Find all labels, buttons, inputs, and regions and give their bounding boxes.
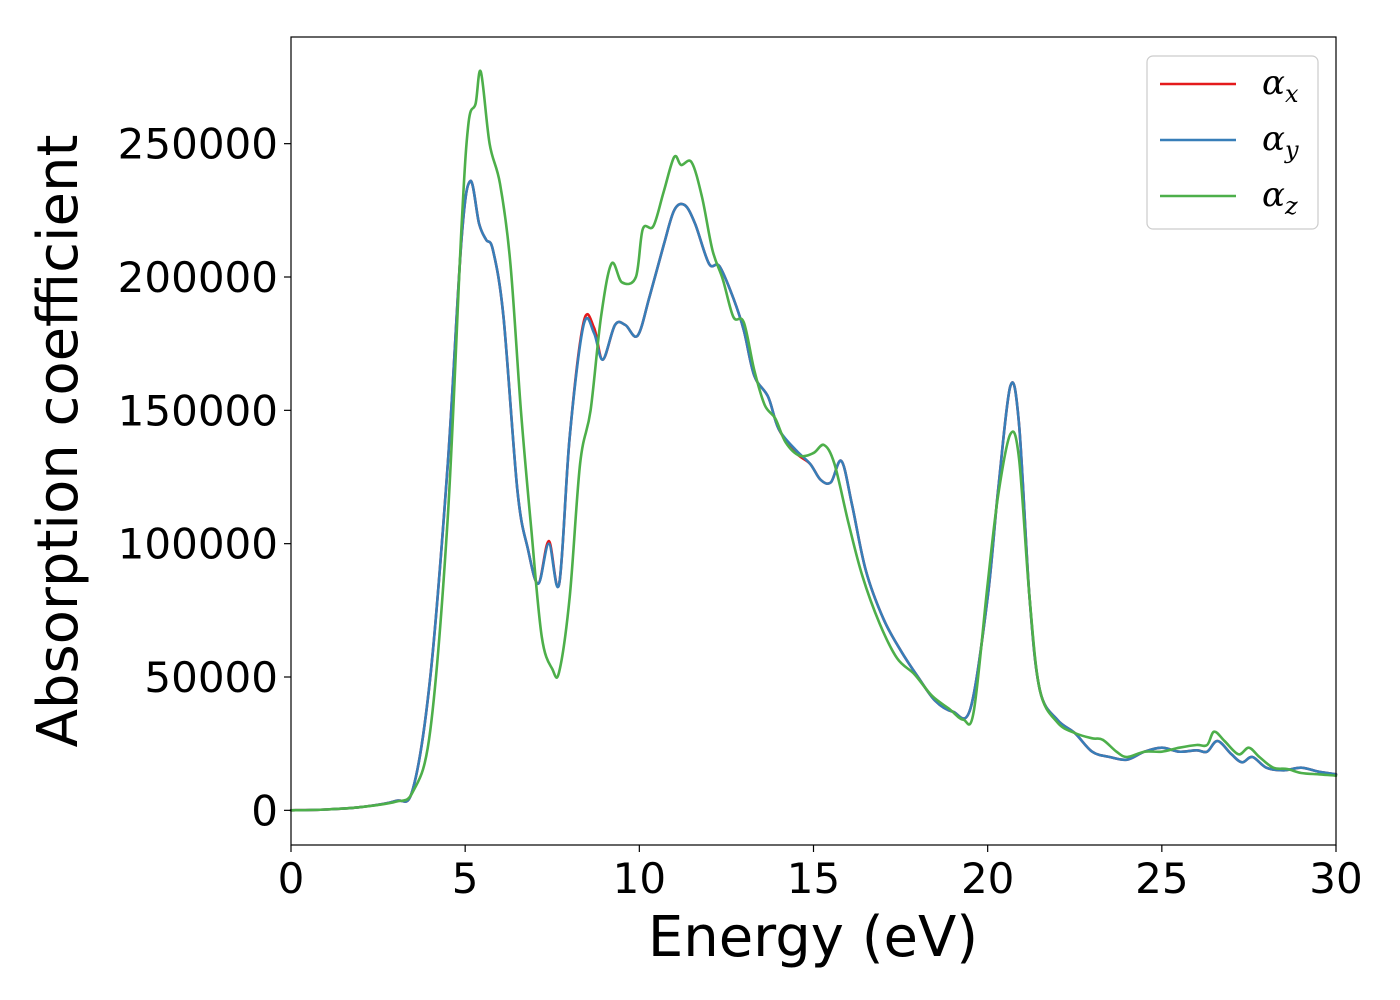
- x-axis-title: Energy (eV): [648, 905, 978, 970]
- y-tick-label: 100000: [118, 520, 278, 569]
- x-tick-label: 25: [1135, 854, 1188, 903]
- legend-label: αz: [1262, 175, 1298, 220]
- series-layer: [289, 69, 1338, 812]
- legend-label: αx: [1262, 63, 1299, 108]
- x-tick-label: 15: [787, 854, 840, 903]
- legend-box: [1146, 55, 1319, 230]
- y-tick-label: 150000: [118, 386, 278, 435]
- series-line-z: [289, 69, 1338, 812]
- x-tick-label: 20: [961, 854, 1014, 903]
- legend-label: αy: [1262, 119, 1299, 164]
- x-tick-label: 10: [613, 854, 666, 903]
- y-tick-label: 250000: [118, 120, 278, 169]
- y-tick-label: 200000: [118, 253, 278, 302]
- x-tick-label: 30: [1309, 854, 1362, 903]
- y-axis-title: Absorption coefficient: [26, 135, 91, 748]
- x-tick-label: 0: [278, 854, 305, 903]
- y-tick-label: 0: [251, 786, 278, 835]
- x-axis: 0 5 10 15 20 25 30: [278, 845, 1363, 903]
- y-axis: 0 50000 100000 150000 200000 250000: [118, 120, 291, 835]
- y-tick-label: 50000: [144, 653, 278, 702]
- x-tick-label: 5: [452, 854, 479, 903]
- legend: αx αy αz: [1146, 55, 1319, 230]
